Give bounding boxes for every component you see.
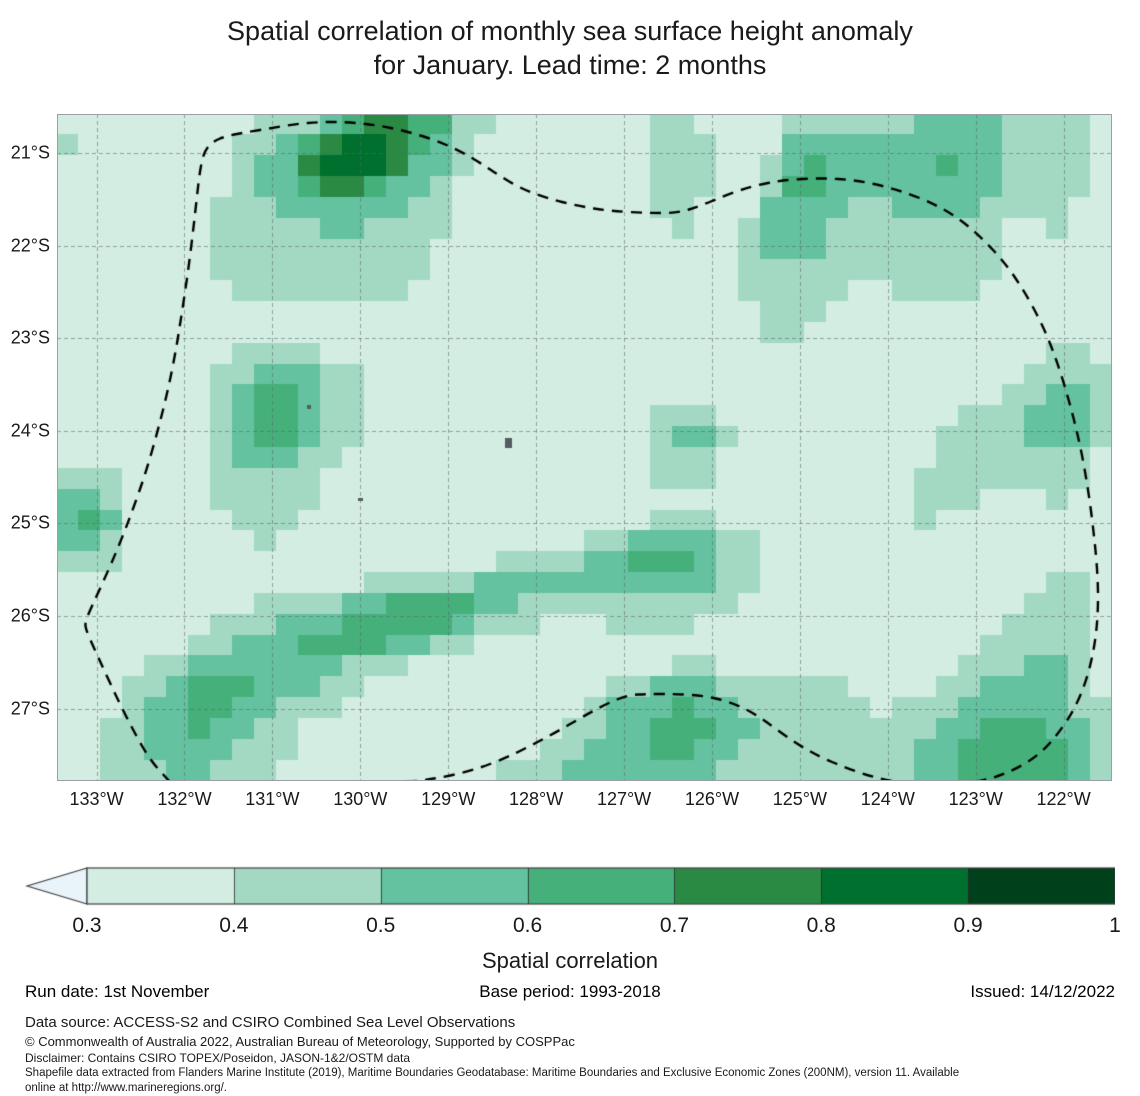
run-date: Run date: 1st November: [25, 982, 210, 1001]
footer-shapefile-1: Shapefile data extracted from Flanders M…: [25, 1067, 960, 1079]
colorbar-tick-label: 0.5: [366, 914, 396, 937]
footer-data-source: Data source: ACCESS-S2 and CSIRO Combine…: [25, 1014, 516, 1031]
x-tick-label: 123°W: [948, 789, 1003, 809]
footer-disclaimer: Disclaimer: Contains CSIRO TOPEX/Poseido…: [25, 1051, 411, 1065]
y-tick-label: 22°S: [10, 235, 50, 256]
x-tick-label: 126°W: [684, 789, 740, 809]
y-tick-label: 25°S: [10, 512, 50, 533]
colorbar-canvas: [25, 862, 1115, 910]
x-tick-label: 133°W: [69, 789, 124, 809]
y-tick-label: 23°S: [10, 327, 50, 348]
colorbar-tick-label: 0.7: [659, 914, 690, 937]
map-plot-area: [57, 114, 1112, 781]
y-tick-label: 21°S: [10, 142, 50, 163]
colorbar-tick-label: 0.6: [512, 914, 543, 937]
x-tick-label: 124°W: [860, 789, 915, 809]
y-tick-label: 26°S: [10, 605, 50, 626]
x-tick-label: 129°W: [421, 789, 476, 809]
colorbar-tick-label: 0.4: [219, 914, 249, 937]
colorbar-tick-label: 0.9: [953, 914, 983, 937]
chart-title: Spatial correlation of monthly sea surfa…: [227, 16, 913, 80]
x-tick-label: 132°W: [157, 789, 212, 809]
colorbar-tick-label: 0.3: [72, 914, 102, 937]
y-tick-label: 24°S: [10, 420, 50, 441]
x-tick-label: 127°W: [596, 789, 652, 809]
x-tick-label: 131°W: [245, 789, 300, 809]
issued-date: Issued: 14/12/2022: [970, 982, 1115, 1001]
metadata-row: Run date: 1st November Base period: 1993…: [0, 982, 1140, 1008]
footer-shapefile-2: online at http://www.marineregions.org/.: [25, 1082, 227, 1094]
footer-block: Data source: ACCESS-S2 and CSIRO Combine…: [25, 1013, 1125, 1096]
colorbar-label: Spatial correlation: [481, 948, 659, 973]
footer-copyright: © Commonwealth of Australia 2022, Austra…: [25, 1034, 575, 1049]
x-tick-label: 130°W: [333, 789, 388, 809]
colorbar-tick-label: 1: [1109, 914, 1121, 937]
colorbar-tick-label: 0.8: [806, 914, 836, 937]
x-tick-label: 122°W: [1036, 789, 1091, 809]
x-tick-label: 128°W: [509, 789, 564, 809]
y-tick-label: 27°S: [10, 698, 50, 719]
colorbar[interactable]: 0.3 0.4 0.5 0.6 0.7 0.8 0.9 1 Spatial correlati…: [0, 862, 1140, 973]
x-tick-label: 125°W: [772, 789, 827, 809]
base-period: Base period: 1993-2018: [479, 982, 661, 1001]
heatmap-canvas: [57, 114, 1112, 781]
